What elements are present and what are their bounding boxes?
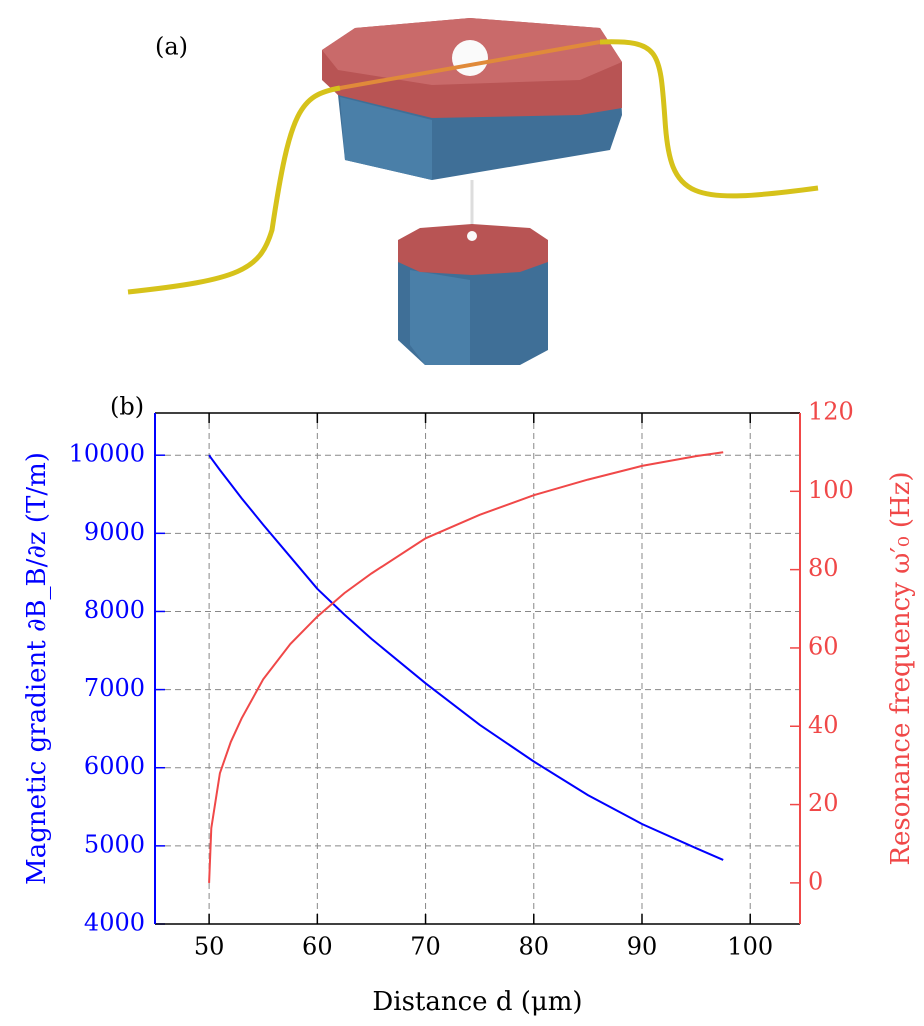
y2-tick-label: 40 xyxy=(808,711,839,739)
y-tick-label: 10000 xyxy=(69,440,145,468)
y2-axis-label: Resonance frequency ω′₀ (Hz) xyxy=(886,471,916,865)
particle xyxy=(452,40,488,76)
y-tick-label: 9000 xyxy=(84,518,145,546)
wire-left xyxy=(127,85,341,295)
lower-magnet-top xyxy=(398,224,548,275)
y2-tick-label: 120 xyxy=(808,398,854,426)
y2-tick-label: 100 xyxy=(808,476,854,504)
illustration xyxy=(127,18,819,365)
panel-label: (a) xyxy=(155,33,188,61)
x-tick-label: 50 xyxy=(194,933,225,961)
data-line xyxy=(208,451,724,883)
y-tick-label: 4000 xyxy=(84,909,145,937)
wire-on-magnet xyxy=(339,40,601,90)
y-axis-label: Magnetic gradient ∂B_B/∂z (T/m) xyxy=(22,452,52,885)
y2-tick-label: 20 xyxy=(808,789,839,817)
x-tick-label: 100 xyxy=(727,933,773,961)
y2-tick-label: 80 xyxy=(808,554,839,582)
y-tick-label: 5000 xyxy=(84,830,145,858)
x-axis-label: Distance d (μm) xyxy=(372,987,582,1017)
lower-particle xyxy=(467,231,477,241)
y-tick-label: 7000 xyxy=(84,674,145,702)
x-tick-label: 60 xyxy=(302,933,333,961)
x-tick-label: 80 xyxy=(519,933,550,961)
lower-magnet-face xyxy=(410,270,470,365)
data-line xyxy=(208,454,724,861)
wire-right xyxy=(599,39,819,199)
y2-tick-label: 0 xyxy=(808,867,823,895)
y-tick-label: 8000 xyxy=(84,596,145,624)
x-tick-label: 70 xyxy=(410,933,441,961)
plot: 50 60 70 80 90 100 4000 5000 6000 7000 8000 9000 100… xyxy=(22,398,916,1018)
upper-magnet-face xyxy=(340,97,432,180)
y-tick-label: 6000 xyxy=(84,752,145,780)
y2-tick-label: 60 xyxy=(808,632,839,660)
panel-label: (b) xyxy=(110,393,144,421)
x-tick-label: 90 xyxy=(627,933,658,961)
